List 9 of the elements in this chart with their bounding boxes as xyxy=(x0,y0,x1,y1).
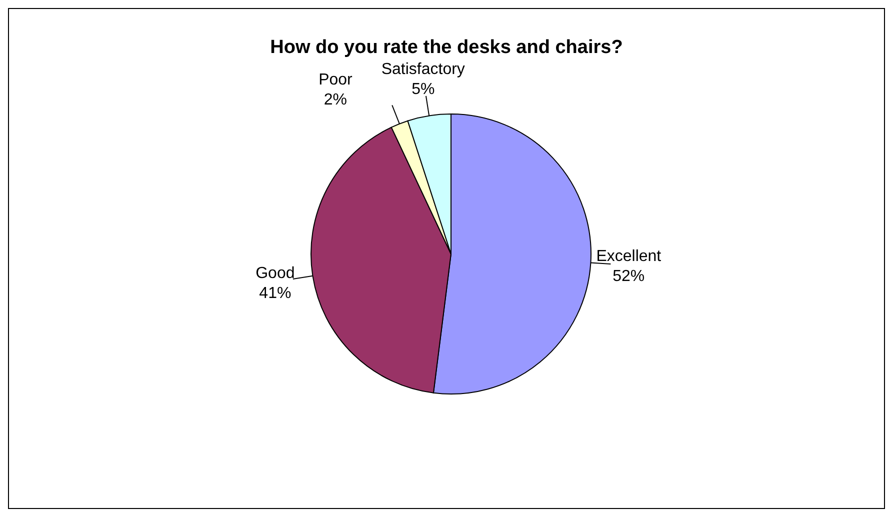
slice-label: Excellent xyxy=(596,248,662,266)
data-label: 2% xyxy=(324,92,348,108)
slice-label: Satisfactory xyxy=(381,61,465,78)
data-label: 5% xyxy=(412,81,435,98)
data-label: 52% xyxy=(612,268,645,286)
slice-label: Poor xyxy=(318,72,354,88)
data-label: 41% xyxy=(259,284,292,302)
chart-title: How do you rate the desks and chairs? xyxy=(269,37,624,59)
slice-label: Good xyxy=(256,264,295,282)
